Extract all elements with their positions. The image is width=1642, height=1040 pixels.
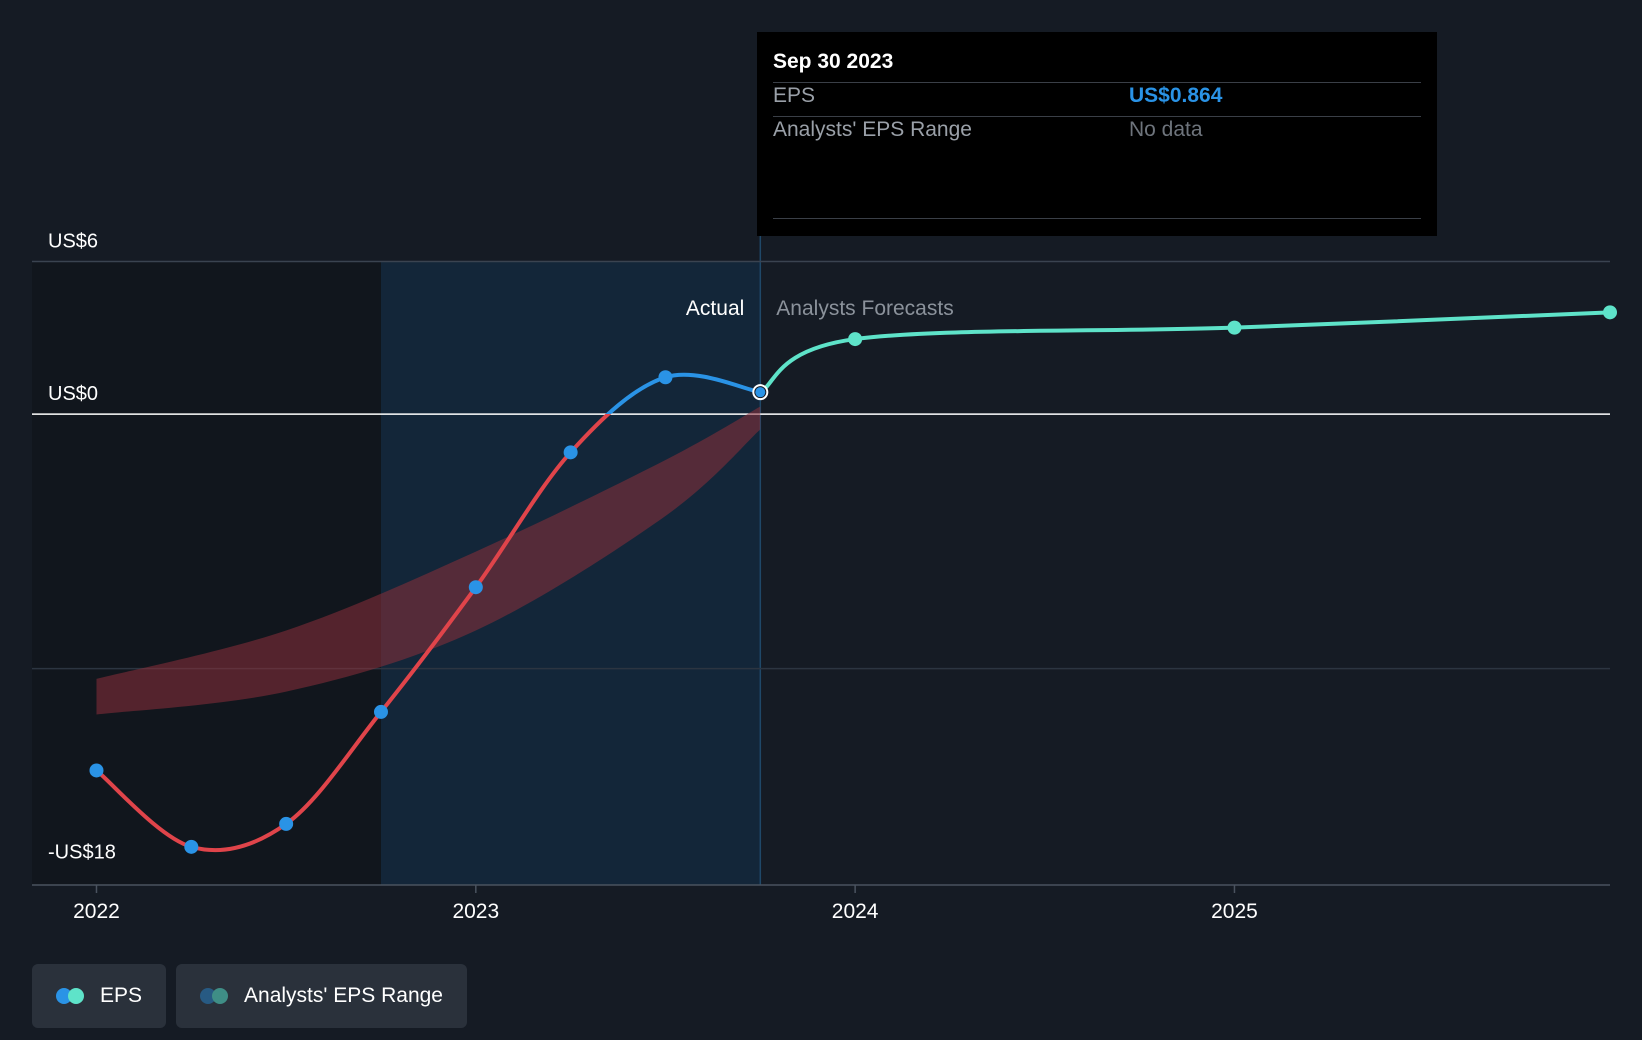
tooltip-eps-value: US$0.864 [1129, 84, 1223, 107]
tooltip-divider [773, 82, 1421, 83]
x-tick-label: 2025 [1211, 900, 1258, 923]
eps-point-selected-inner [755, 387, 766, 398]
analysts-forecasts-label: Analysts Forecasts [776, 297, 953, 320]
eps-forecast-point [1227, 320, 1242, 335]
eps-point [563, 445, 578, 460]
eps-forecast-point [848, 332, 863, 347]
legend-item-analysts-range[interactable]: Analysts' EPS Range [176, 964, 467, 1028]
tooltip-divider [773, 218, 1421, 219]
legend-range-label: Analysts' EPS Range [244, 984, 443, 1007]
legend-item-eps[interactable]: EPS [32, 964, 167, 1028]
analysts-eps-range-band [96, 406, 761, 715]
eps-actual-line [95, 372, 761, 853]
eps-forecast-point [1603, 305, 1617, 320]
eps-point [279, 816, 294, 831]
tooltip-divider [773, 116, 1421, 117]
x-tick-label: 2022 [73, 900, 120, 923]
eps-forecast-line [759, 310, 1611, 394]
y-tick-label: US$6 [48, 230, 98, 252]
actual-label: Actual [686, 297, 744, 320]
tooltip-range-label: Analysts' EPS Range [773, 118, 972, 141]
tooltip-eps-label: EPS [773, 84, 816, 107]
eps-point [658, 370, 673, 385]
eps-point [184, 839, 199, 854]
y-tick-label: -US$18 [48, 841, 116, 863]
legend: EPS Analysts' EPS Range [32, 964, 467, 1028]
past-region [32, 261, 381, 885]
tooltip-range-value: No data [1129, 118, 1203, 141]
legend-eps-label: EPS [100, 984, 143, 1007]
eps-point [468, 580, 483, 595]
tooltip: Sep 30 2023 EPS US$0.864 Analysts' EPS R… [757, 32, 1437, 236]
y-tick-label: US$0 [48, 383, 98, 405]
x-tick-label: 2023 [452, 900, 499, 923]
legend-eps-swatch [56, 988, 86, 1004]
legend-range-swatch [200, 988, 230, 1004]
tooltip-date: Sep 30 2023 [773, 50, 894, 73]
x-tick-label: 2024 [832, 900, 879, 923]
eps-point [89, 763, 104, 778]
eps-point [373, 704, 388, 719]
